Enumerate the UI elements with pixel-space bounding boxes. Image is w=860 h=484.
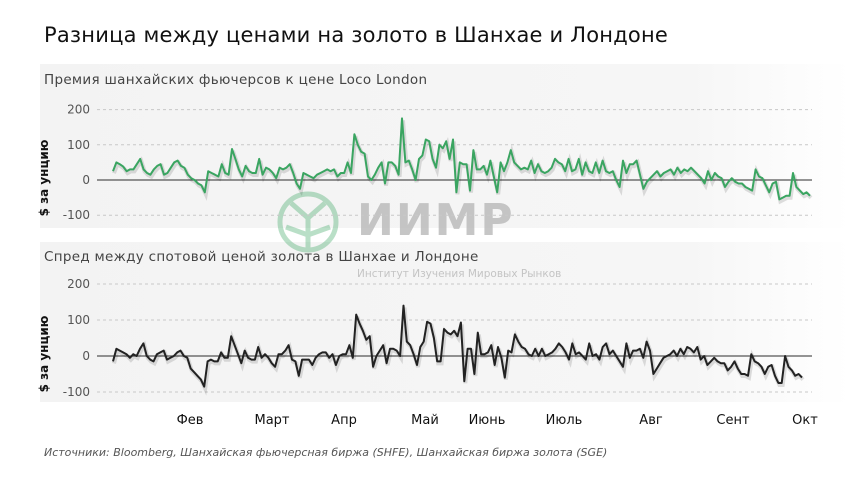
series-shadow [112,307,805,396]
y-tick-label: 100 [67,313,90,327]
chart-title-top: Премия шанхайских фьючерсов к цене Loco … [44,72,428,88]
page-title: Разница между ценами на золото в Шанхае … [44,23,669,47]
watermark-subtitle: Институт Изучения Мировых Рынков [357,268,562,280]
y-tick-label: 100 [67,138,90,152]
y-tick-label: 200 [67,277,90,291]
x-tick-label: Июнь [469,413,506,428]
y-tick-label: -100 [63,208,90,222]
series-shadow [112,120,813,205]
watermark-logo: ИИМР [357,195,515,246]
y-tick-label: 0 [82,173,90,187]
x-tick-label: Окт [792,413,818,428]
x-tick-label: Фев [177,413,204,428]
series-line [112,117,811,201]
x-tick-label: Сент [716,413,750,428]
y-tick-label: 0 [82,349,90,363]
series-line [112,304,803,388]
source-note: Источники: Bloomberg, Шанхайская фьючерс… [44,446,608,459]
chart-title-bottom: Спред между спотовой ценой золота в Шанх… [44,249,479,265]
x-tick-label: Март [254,413,289,428]
y-axis-label: $ за унцию [37,315,51,392]
y-axis-label: $ за унцию [37,139,51,216]
chart-panel-bottom [40,242,850,402]
x-tick-label: Авг [639,413,663,428]
y-tick-label: -100 [63,385,90,399]
x-tick-label: Май [411,413,439,428]
y-tick-label: 200 [67,103,90,117]
x-tick-label: Июль [546,413,583,428]
x-tick-label: Апр [331,413,357,428]
